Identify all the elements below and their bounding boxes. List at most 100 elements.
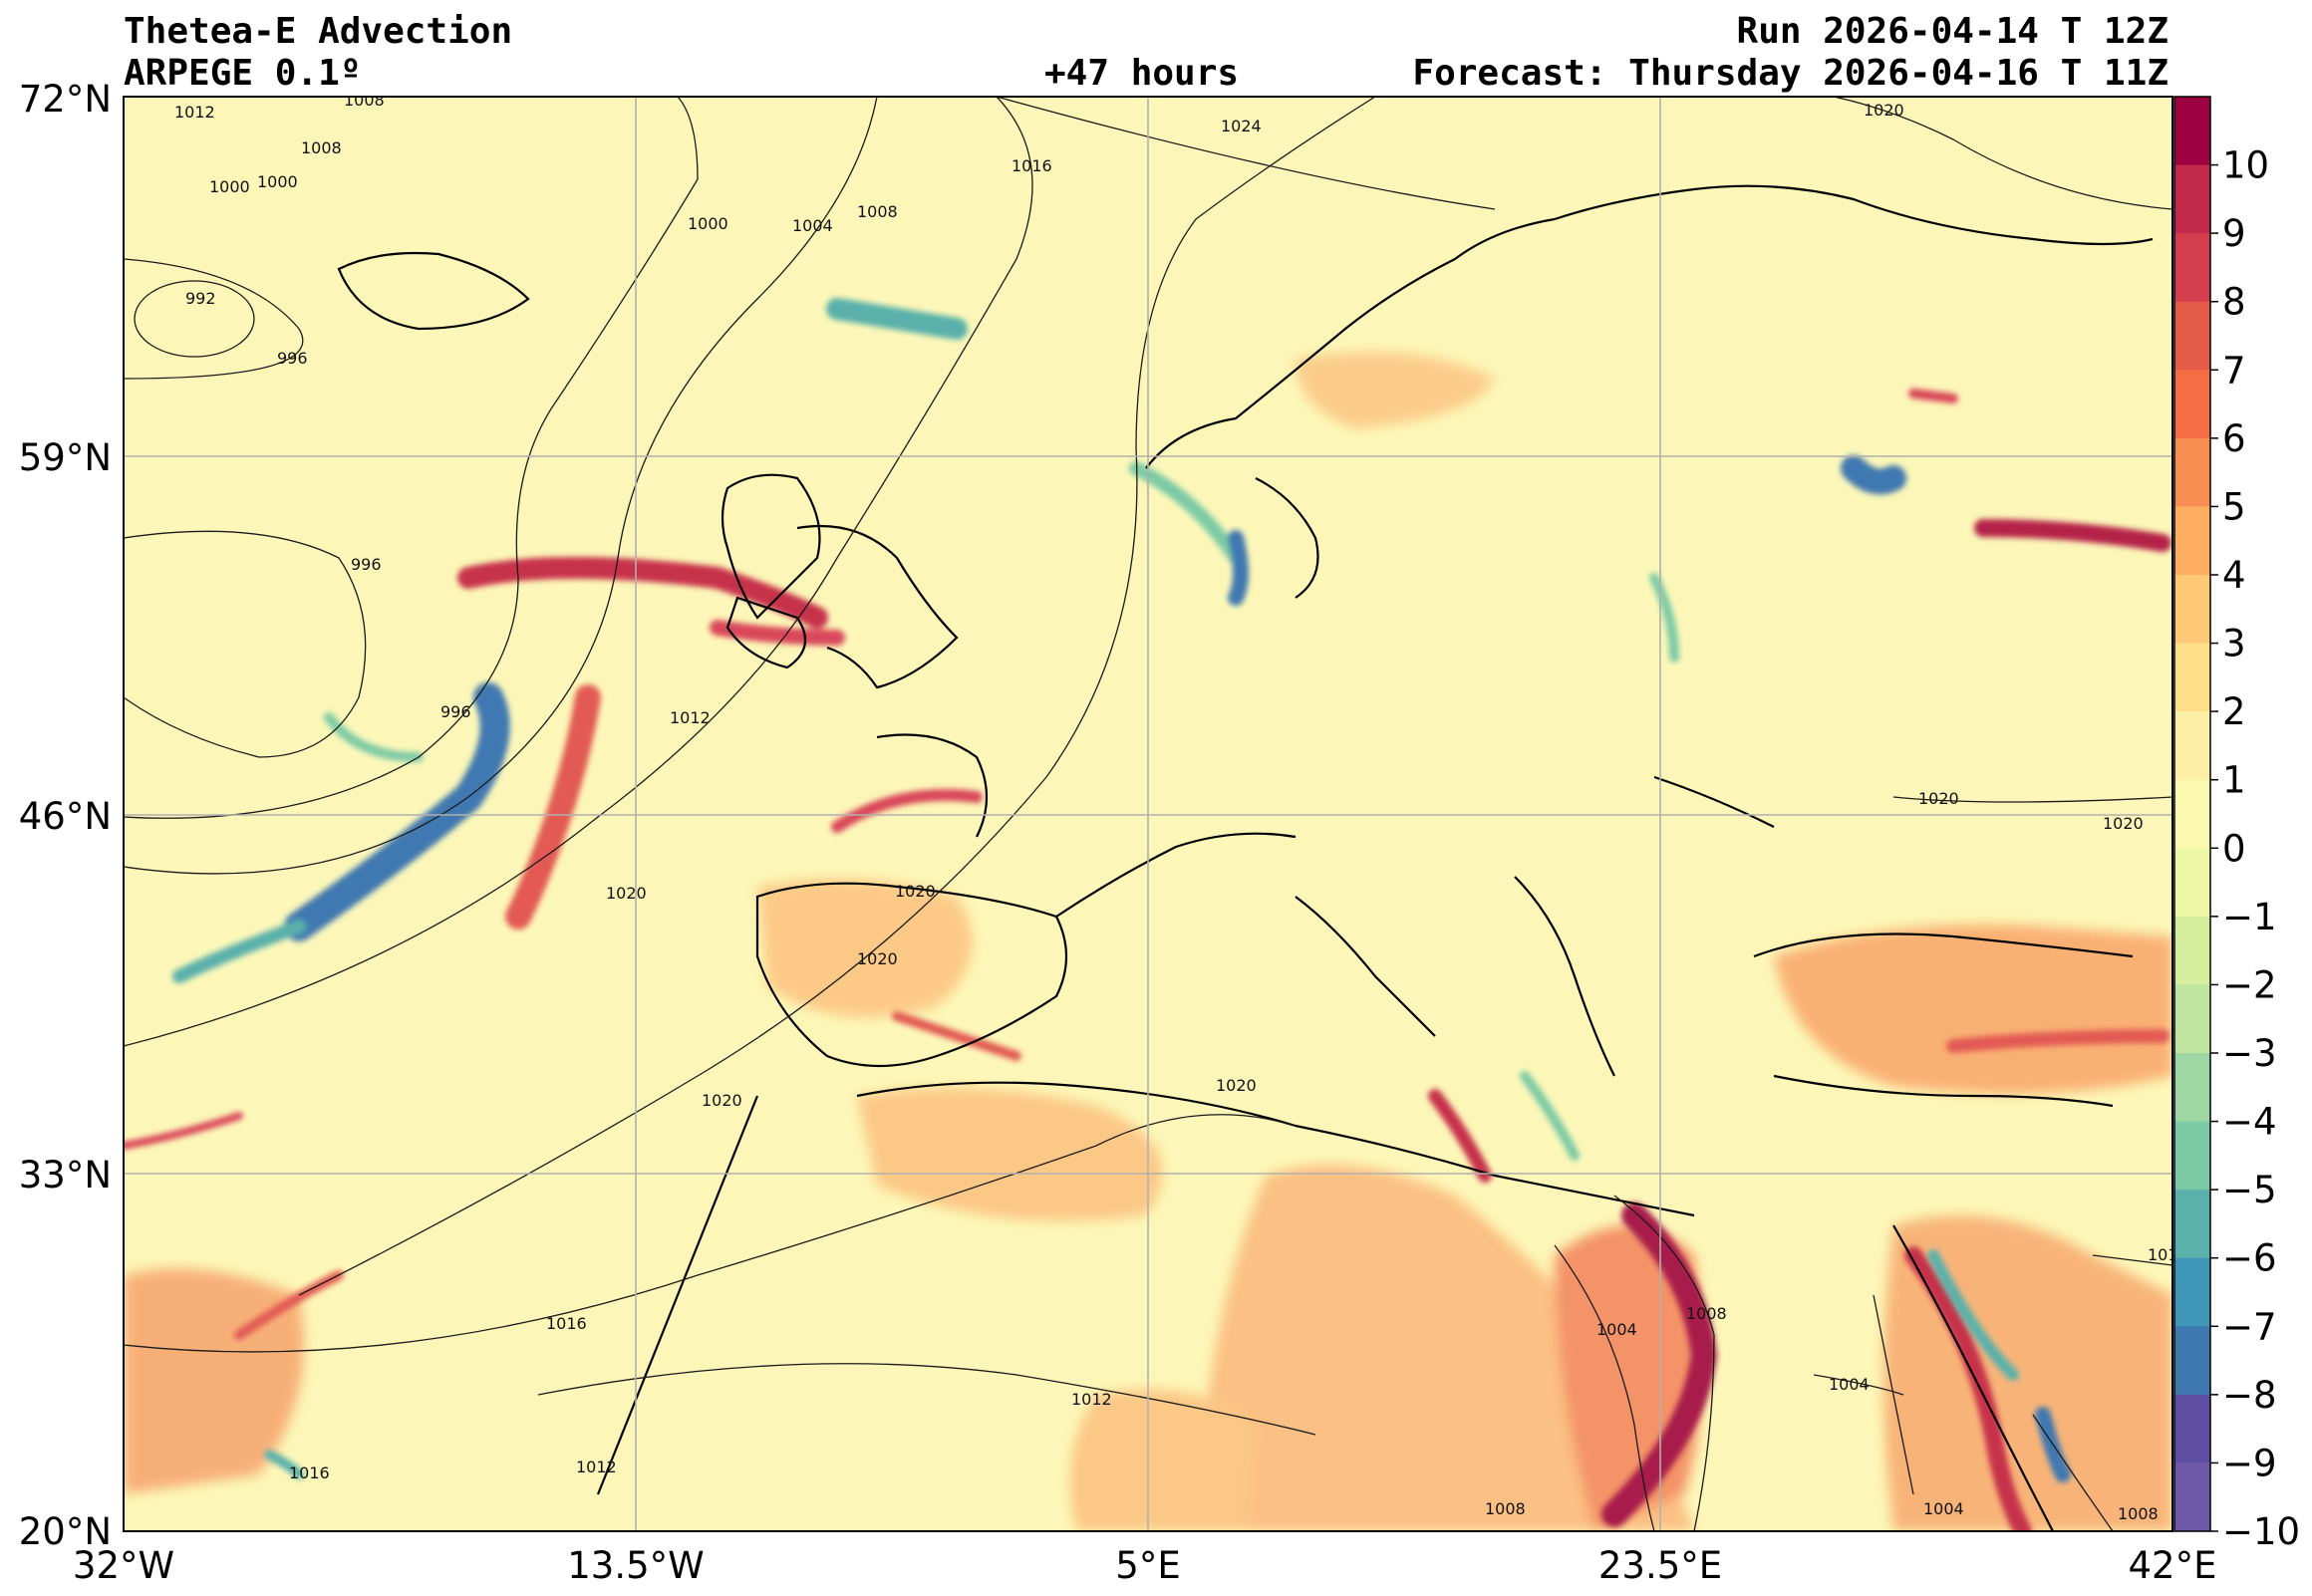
colorbar-tick-label: −4 — [2222, 1101, 2277, 1144]
colorbar-tick-label: 10 — [2222, 144, 2269, 187]
warm-fronts — [124, 389, 2171, 1531]
colorbar-segment — [2174, 506, 2210, 576]
isobar-label: 1008 — [857, 202, 898, 221]
isobar-label: 1008 — [344, 91, 385, 110]
colorbar-segment — [2174, 1257, 2210, 1327]
isobar-label: 996 — [277, 349, 308, 368]
lon-label: 23.5°E — [1598, 1544, 1722, 1587]
longitude-labels: 32°W 13.5°W 5°E 23.5°E 42°E — [73, 1544, 2217, 1587]
colorbar-segment — [2174, 437, 2210, 507]
isobar-label: 1012 — [576, 1458, 617, 1476]
lat-label: 59°N — [19, 436, 112, 479]
colorbar-tick-label: 3 — [2222, 623, 2246, 665]
cold-advection-areas — [172, 298, 2071, 1482]
isobar-label: 1004 — [1829, 1375, 1870, 1394]
isobar-label: 1000 — [257, 172, 298, 191]
isobar-label: 1004 — [1923, 1499, 1964, 1518]
isobar-label: 1008 — [1485, 1499, 1526, 1518]
colorbar-segment — [2174, 916, 2210, 985]
run-time-label: Run 2026-04-14 T 12Z — [1736, 11, 2168, 52]
colorbar-segment — [2174, 1326, 2210, 1396]
isobar-label: 1016 — [546, 1314, 587, 1333]
model-name: ARPEGE 0.1º — [124, 53, 362, 94]
colorbar-tick-label: 4 — [2222, 554, 2246, 597]
isobar-label: 1000 — [209, 177, 250, 196]
isobar-label: 1004 — [792, 216, 833, 235]
colorbar-segment — [2174, 848, 2210, 918]
colorbar-tick-label: 6 — [2222, 417, 2246, 460]
isobar-label: 1016 — [289, 1463, 330, 1482]
isobar-label: 1012 — [174, 103, 215, 122]
lon-label: 32°W — [73, 1544, 174, 1587]
lat-lon-grid — [124, 97, 2172, 1531]
lat-label: 46°N — [19, 795, 112, 838]
colorbar-segment — [2174, 643, 2210, 712]
isobar-label: 1020 — [606, 884, 647, 903]
colorbar-tick-label: 2 — [2222, 690, 2246, 733]
isobar-label: 996 — [440, 702, 471, 721]
colorbar-segment — [2174, 370, 2210, 439]
colorbar-tick-label: −2 — [2222, 963, 2277, 1006]
colorbar-frame — [2173, 96, 2211, 1532]
isobar-label: 1012 — [1071, 1390, 1112, 1409]
isobar-lines — [124, 97, 2172, 1531]
colorbar-segment — [2174, 779, 2210, 849]
colorbar-tick-label: 0 — [2222, 827, 2246, 870]
colorbar-tick-label: 1 — [2222, 759, 2246, 802]
colorbar-tick-label: −1 — [2222, 896, 2277, 938]
lat-label: 33°N — [19, 1154, 112, 1197]
colorbar-segment — [2174, 1190, 2210, 1259]
isobar-label: 1020 — [2103, 814, 2144, 833]
isobar-label: 1016 — [1012, 156, 1052, 175]
colorbar-tick-label: −7 — [2222, 1305, 2277, 1348]
isobar-label: 996 — [351, 555, 382, 574]
isobar-label: 1020 — [895, 882, 936, 901]
isobar-label: 1008 — [1686, 1304, 1727, 1323]
lat-label: 20°N — [19, 1510, 112, 1553]
colorbar-segment — [2174, 97, 2210, 166]
isobar-label: 1012 — [2148, 1245, 2188, 1264]
colorbar-segment — [2174, 984, 2210, 1054]
colorbar-tick-label: 9 — [2222, 212, 2246, 255]
lon-label: 42°E — [2129, 1544, 2217, 1587]
colorbar-tick-label: −9 — [2222, 1442, 2277, 1484]
colorbar-segment — [2174, 301, 2210, 371]
colorbar-segment — [2174, 233, 2210, 303]
isobar-label: 1020 — [1864, 101, 1904, 120]
isobar-label: 1020 — [857, 949, 898, 968]
colorbar-segment — [2174, 1394, 2210, 1463]
colorbar-tick-label: −3 — [2222, 1032, 2277, 1075]
isobar-label: 1004 — [1596, 1320, 1637, 1339]
isobar-label: 1020 — [702, 1091, 742, 1110]
isobar-label: 1024 — [1221, 117, 1262, 135]
isobar-label: 1008 — [2118, 1504, 2159, 1523]
colorbar-segment — [2174, 1463, 2210, 1532]
isobar-label: 1020 — [1216, 1076, 1257, 1095]
map-frame — [123, 96, 2173, 1532]
colorbar-tick-label: 5 — [2222, 485, 2246, 528]
colorbar-segment — [2174, 164, 2210, 234]
colorbar-tick-label: −8 — [2222, 1374, 2277, 1417]
lon-label: 5°E — [1115, 1544, 1180, 1587]
colorbar-tick-label: −10 — [2222, 1510, 2300, 1553]
lon-label: 13.5°W — [567, 1544, 704, 1587]
isobar-label: 1020 — [1918, 789, 1959, 808]
forecast-time-label: Forecast: Thursday 2026-04-16 T 11Z — [1412, 53, 2168, 94]
latitude-labels: 72°N 59°N 46°N 33°N 20°N — [19, 78, 112, 1553]
colorbar-segment — [2174, 1121, 2210, 1191]
colorbar-tick-label: 8 — [2222, 281, 2246, 324]
coastlines — [337, 184, 2154, 1531]
isobar-label: 1008 — [301, 138, 342, 157]
map-title: Thetea-E Advection — [124, 11, 513, 52]
colorbar-tick-label: −5 — [2222, 1169, 2277, 1211]
lat-label: 72°N — [19, 78, 112, 121]
colorbar-tick-label: −6 — [2222, 1237, 2277, 1280]
colorbar-tick-label: 7 — [2222, 349, 2246, 392]
colorbar-segment — [2174, 711, 2210, 781]
isobar-label: 992 — [185, 289, 216, 308]
isobar-label: 1000 — [688, 214, 728, 233]
